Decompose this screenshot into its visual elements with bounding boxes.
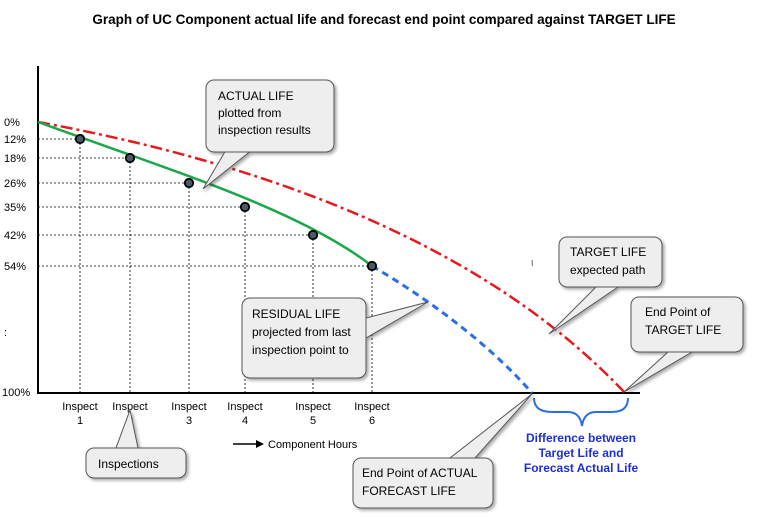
y-tick-labels: 0% 12% 18% 26% 35% 42% 54% xyxy=(4,117,26,273)
y-tick-label: 12% xyxy=(4,134,26,146)
inspection-point xyxy=(124,152,136,164)
diagram-title: Graph of UC Component actual life and fo… xyxy=(92,12,676,27)
inspect-number: 5 xyxy=(310,415,316,427)
inspect-label: Inspect xyxy=(62,401,97,413)
actual-life-callout-text: inspection results xyxy=(218,123,311,137)
inspect-label: Inspect xyxy=(112,401,147,413)
actual-life-callout-text: ACTUAL LIFE xyxy=(218,89,294,103)
end-target-callout xyxy=(623,296,744,393)
end-target-callout-text: End Point of xyxy=(645,305,711,319)
actual-life-callout-text: plotted from xyxy=(218,106,281,120)
y-tick-label: 42% xyxy=(4,230,26,242)
callouts: ACTUAL LIFE plotted from inspection result… xyxy=(85,79,744,509)
inspection-point xyxy=(74,133,86,145)
difference-label-line: Target Life and xyxy=(538,446,623,460)
inspect-number: 3 xyxy=(186,415,192,427)
difference-brace xyxy=(533,397,629,427)
component-hours-label: Component Hours xyxy=(268,439,358,451)
y-tick-label: 0% xyxy=(4,117,20,129)
inspection-point xyxy=(366,260,378,272)
inspect-label: Inspect xyxy=(354,401,389,413)
residual-life-callout-text: inspection point to xyxy=(252,343,349,357)
target-life-curve xyxy=(37,120,626,394)
inspection-point xyxy=(183,177,195,189)
target-life-callout-text: TARGET LIFE xyxy=(570,245,646,259)
end-actual-callout-text: End Point of ACTUAL xyxy=(362,466,478,480)
inspection-points xyxy=(74,133,378,272)
difference-label-line: Difference between xyxy=(526,431,636,445)
y-tick-label: 26% xyxy=(4,178,26,190)
inspect-label: Inspect xyxy=(227,401,262,413)
inspect-labels: Inspect1Inspect2Inspect3Inspect4Inspect5… xyxy=(62,401,389,427)
y-tick-label: 35% xyxy=(4,202,26,214)
inspect-number: 6 xyxy=(369,415,375,427)
component-hours-arrow xyxy=(233,440,264,448)
inspect-label: Inspect xyxy=(171,401,206,413)
actual-life-callout xyxy=(202,79,335,190)
actual-life-curve xyxy=(37,120,373,267)
end-actual-callout xyxy=(352,393,533,509)
end-actual-callout-text: FORECAST LIFE xyxy=(362,484,456,498)
residual-life-callout xyxy=(241,297,429,379)
y-tick-label: 54% xyxy=(4,261,26,273)
y-tick-label: 18% xyxy=(4,153,26,165)
inspect-number: 4 xyxy=(242,415,248,427)
residual-life-callout-text: projected from last xyxy=(252,325,351,339)
inspect-label: Inspect xyxy=(295,401,330,413)
target-life-callout xyxy=(548,236,663,335)
target-life-callout-text: expected path xyxy=(570,263,645,277)
inspections-callout xyxy=(85,408,187,479)
end-target-callout-text: TARGET LIFE xyxy=(645,323,721,337)
difference-label-line: Forecast Actual Life xyxy=(524,461,639,475)
inspections-callout-text: Inspections xyxy=(98,457,159,471)
y-bottom-label: 100% xyxy=(2,387,30,399)
inspection-point xyxy=(307,229,319,241)
side-marker: : xyxy=(4,327,7,339)
residual-life-curve xyxy=(371,264,534,394)
inspect-number: 1 xyxy=(77,415,83,427)
residual-life-callout-text: RESIDUAL LIFE xyxy=(252,307,340,321)
stray-mark: ι xyxy=(531,257,534,269)
inspection-point xyxy=(239,201,251,213)
